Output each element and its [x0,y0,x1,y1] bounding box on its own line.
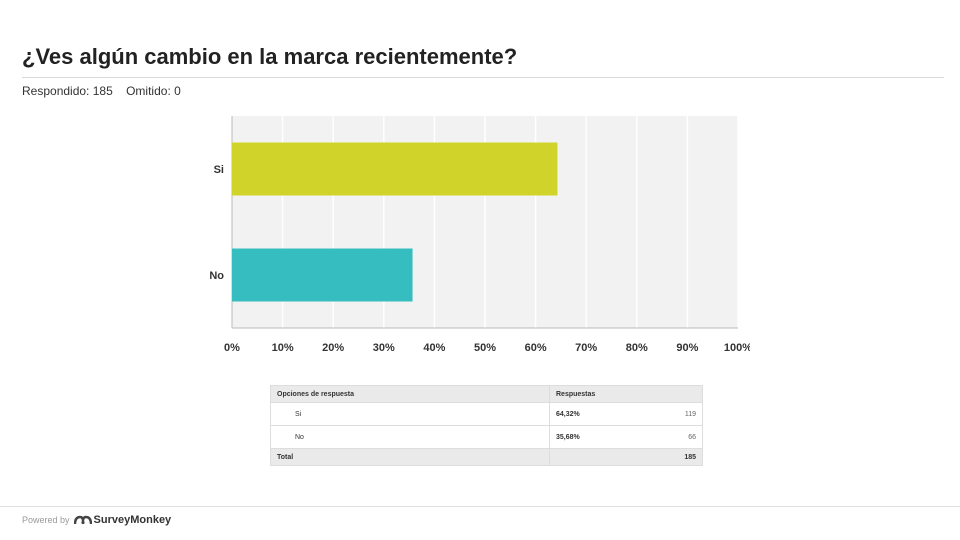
response-count: 119 [684,410,696,418]
x-tick-label: 100% [724,342,750,354]
x-tick-label: 40% [423,342,445,354]
bar-chart: 0% 10% 20% 30% 40% 50% 60% 70% 80% 90% 100% Si No [209,116,750,354]
total-cell: 185 [549,448,703,466]
table-header-row: Opciones de respuesta Respuestas [270,385,703,403]
response-count: 66 [688,433,696,441]
bar [232,248,413,302]
x-tick-label: 50% [474,342,496,354]
powered-by-text: Powered by [22,515,70,525]
x-tick-label: 70% [575,342,597,354]
response-table: Opciones de respuesta Respuestas Si 64,3… [270,385,703,466]
total-label: Total [270,448,550,466]
footer: Powered by SurveyMonkey [22,514,171,526]
x-tick-label: 30% [373,342,395,354]
bar [232,142,558,196]
option-label: Si [270,402,550,426]
response-cell: 64,32% 119 [549,402,703,426]
total-value: 185 [684,453,696,461]
response-percent: 64,32% [556,410,580,418]
x-tick-label: 80% [626,342,648,354]
title-divider [22,77,944,78]
response-cell: 35,68% 66 [549,425,703,449]
option-label: No [270,425,550,449]
surveymonkey-logo: SurveyMonkey [73,514,172,526]
surveymonkey-logo-icon [73,515,92,525]
answered-count: Respondido: 185 [22,84,113,98]
y-category-label: Si [214,164,224,176]
footer-divider [0,506,960,507]
x-tick-label: 60% [525,342,547,354]
x-tick-label: 90% [676,342,698,354]
column-header-responses: Respuestas [549,385,703,403]
brand-name: SurveyMonkey [93,514,172,526]
column-header-options: Opciones de respuesta [270,385,550,403]
table-row: Si 64,32% 119 [270,402,703,426]
x-tick-label: 20% [322,342,344,354]
table-row: No 35,68% 66 [270,425,703,449]
skipped-count: Omitido: 0 [126,84,181,98]
response-stats: Respondido: 185 Omitido: 0 [22,84,191,98]
x-tick-label: 10% [272,342,294,354]
y-category-label: No [209,270,224,282]
question-title: ¿Ves algún cambio en la marca recienteme… [22,44,518,69]
x-tick-label: 0% [224,342,240,354]
response-percent: 35,68% [556,433,580,441]
total-row: Total 185 [270,448,703,466]
